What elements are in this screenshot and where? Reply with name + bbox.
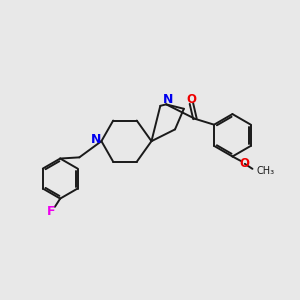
Text: O: O	[186, 93, 197, 106]
Text: F: F	[46, 205, 55, 218]
Text: O: O	[240, 157, 250, 170]
Text: CH₃: CH₃	[256, 166, 275, 176]
Text: N: N	[91, 133, 101, 146]
Text: N: N	[163, 93, 173, 106]
